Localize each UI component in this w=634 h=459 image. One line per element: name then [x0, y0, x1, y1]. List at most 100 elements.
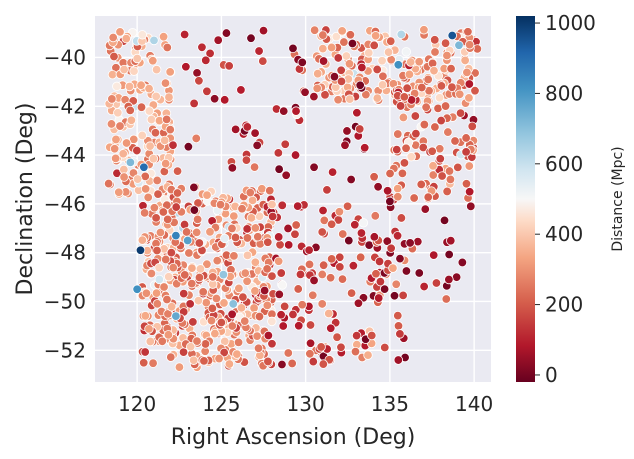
data-point — [313, 68, 323, 79]
data-point — [162, 214, 173, 225]
data-point — [318, 43, 328, 54]
data-point — [317, 227, 327, 237]
data-point — [267, 211, 278, 222]
data-point — [439, 215, 450, 226]
data-point — [172, 166, 183, 176]
data-point — [166, 247, 177, 258]
data-point — [276, 268, 286, 278]
data-point — [430, 47, 440, 57]
data-point — [345, 30, 356, 40]
data-point — [464, 161, 474, 171]
data-point — [180, 270, 190, 280]
data-point — [318, 260, 329, 270]
data-point — [374, 293, 384, 303]
data-point — [245, 187, 255, 198]
data-point — [139, 208, 150, 218]
data-point — [192, 336, 202, 346]
x-tick-label: 140 — [455, 392, 493, 416]
data-point — [379, 284, 390, 294]
data-point — [445, 174, 456, 185]
data-point — [393, 321, 404, 331]
data-point — [208, 272, 218, 282]
data-point — [370, 211, 381, 221]
colorbar-tick-label: 0 — [545, 363, 558, 387]
data-point — [162, 294, 172, 305]
data-point — [375, 276, 386, 287]
data-point — [327, 167, 338, 177]
data-point — [132, 284, 142, 294]
data-point — [145, 141, 155, 151]
data-point — [145, 336, 156, 347]
data-point — [227, 321, 237, 331]
data-point — [340, 140, 350, 150]
data-point — [423, 192, 433, 202]
data-point — [293, 284, 303, 294]
data-point — [125, 105, 135, 116]
data-point — [115, 121, 125, 131]
data-point — [135, 245, 146, 255]
data-point — [118, 149, 128, 159]
data-point — [113, 108, 123, 118]
data-point — [164, 92, 174, 102]
data-point — [336, 76, 347, 87]
data-point — [184, 248, 194, 258]
y-tick-label: −44 — [44, 143, 86, 167]
data-point — [352, 108, 362, 118]
data-point — [442, 186, 452, 197]
data-point — [242, 233, 253, 243]
data-point — [380, 342, 390, 353]
data-point — [447, 82, 457, 92]
data-point — [339, 37, 349, 47]
data-point — [356, 228, 367, 238]
data-point — [246, 213, 257, 223]
data-point — [336, 65, 346, 75]
data-point — [317, 269, 327, 280]
data-point — [191, 227, 202, 238]
data-point — [444, 274, 454, 285]
data-point — [179, 29, 190, 40]
data-point — [441, 294, 451, 304]
data-point — [119, 64, 129, 75]
data-point — [405, 238, 415, 248]
data-point — [183, 142, 194, 152]
data-point — [461, 147, 471, 157]
data-point — [372, 64, 382, 75]
data-point — [250, 223, 261, 233]
data-point — [355, 252, 366, 263]
data-point — [279, 301, 290, 312]
data-point — [371, 269, 381, 279]
data-point — [250, 128, 260, 138]
x-axis-title: Right Ascension (Deg) — [171, 425, 416, 450]
data-point — [331, 31, 342, 42]
data-point — [254, 311, 265, 322]
data-point — [464, 79, 475, 89]
data-point — [326, 42, 337, 53]
y-tick-label: −50 — [44, 289, 86, 313]
data-point — [132, 53, 142, 64]
data-point — [202, 86, 212, 97]
data-point — [185, 299, 195, 309]
data-point — [227, 309, 237, 320]
data-point — [355, 124, 365, 134]
data-point — [254, 46, 264, 56]
data-point — [444, 166, 455, 176]
data-point — [273, 232, 284, 242]
data-point — [309, 275, 319, 286]
data-point — [397, 168, 408, 179]
data-point — [257, 184, 267, 194]
data-point — [213, 35, 223, 45]
data-point — [111, 134, 121, 145]
data-point — [453, 162, 463, 173]
data-point — [336, 342, 346, 352]
data-point — [416, 179, 426, 190]
data-point — [446, 235, 456, 246]
data-point — [273, 148, 284, 158]
data-point — [112, 81, 122, 92]
data-point — [221, 28, 232, 38]
data-point — [154, 263, 164, 273]
data-point — [262, 264, 272, 274]
colorbar-tick-label: 400 — [545, 222, 583, 246]
data-point — [278, 321, 288, 331]
y-tick-label: −40 — [44, 45, 86, 69]
